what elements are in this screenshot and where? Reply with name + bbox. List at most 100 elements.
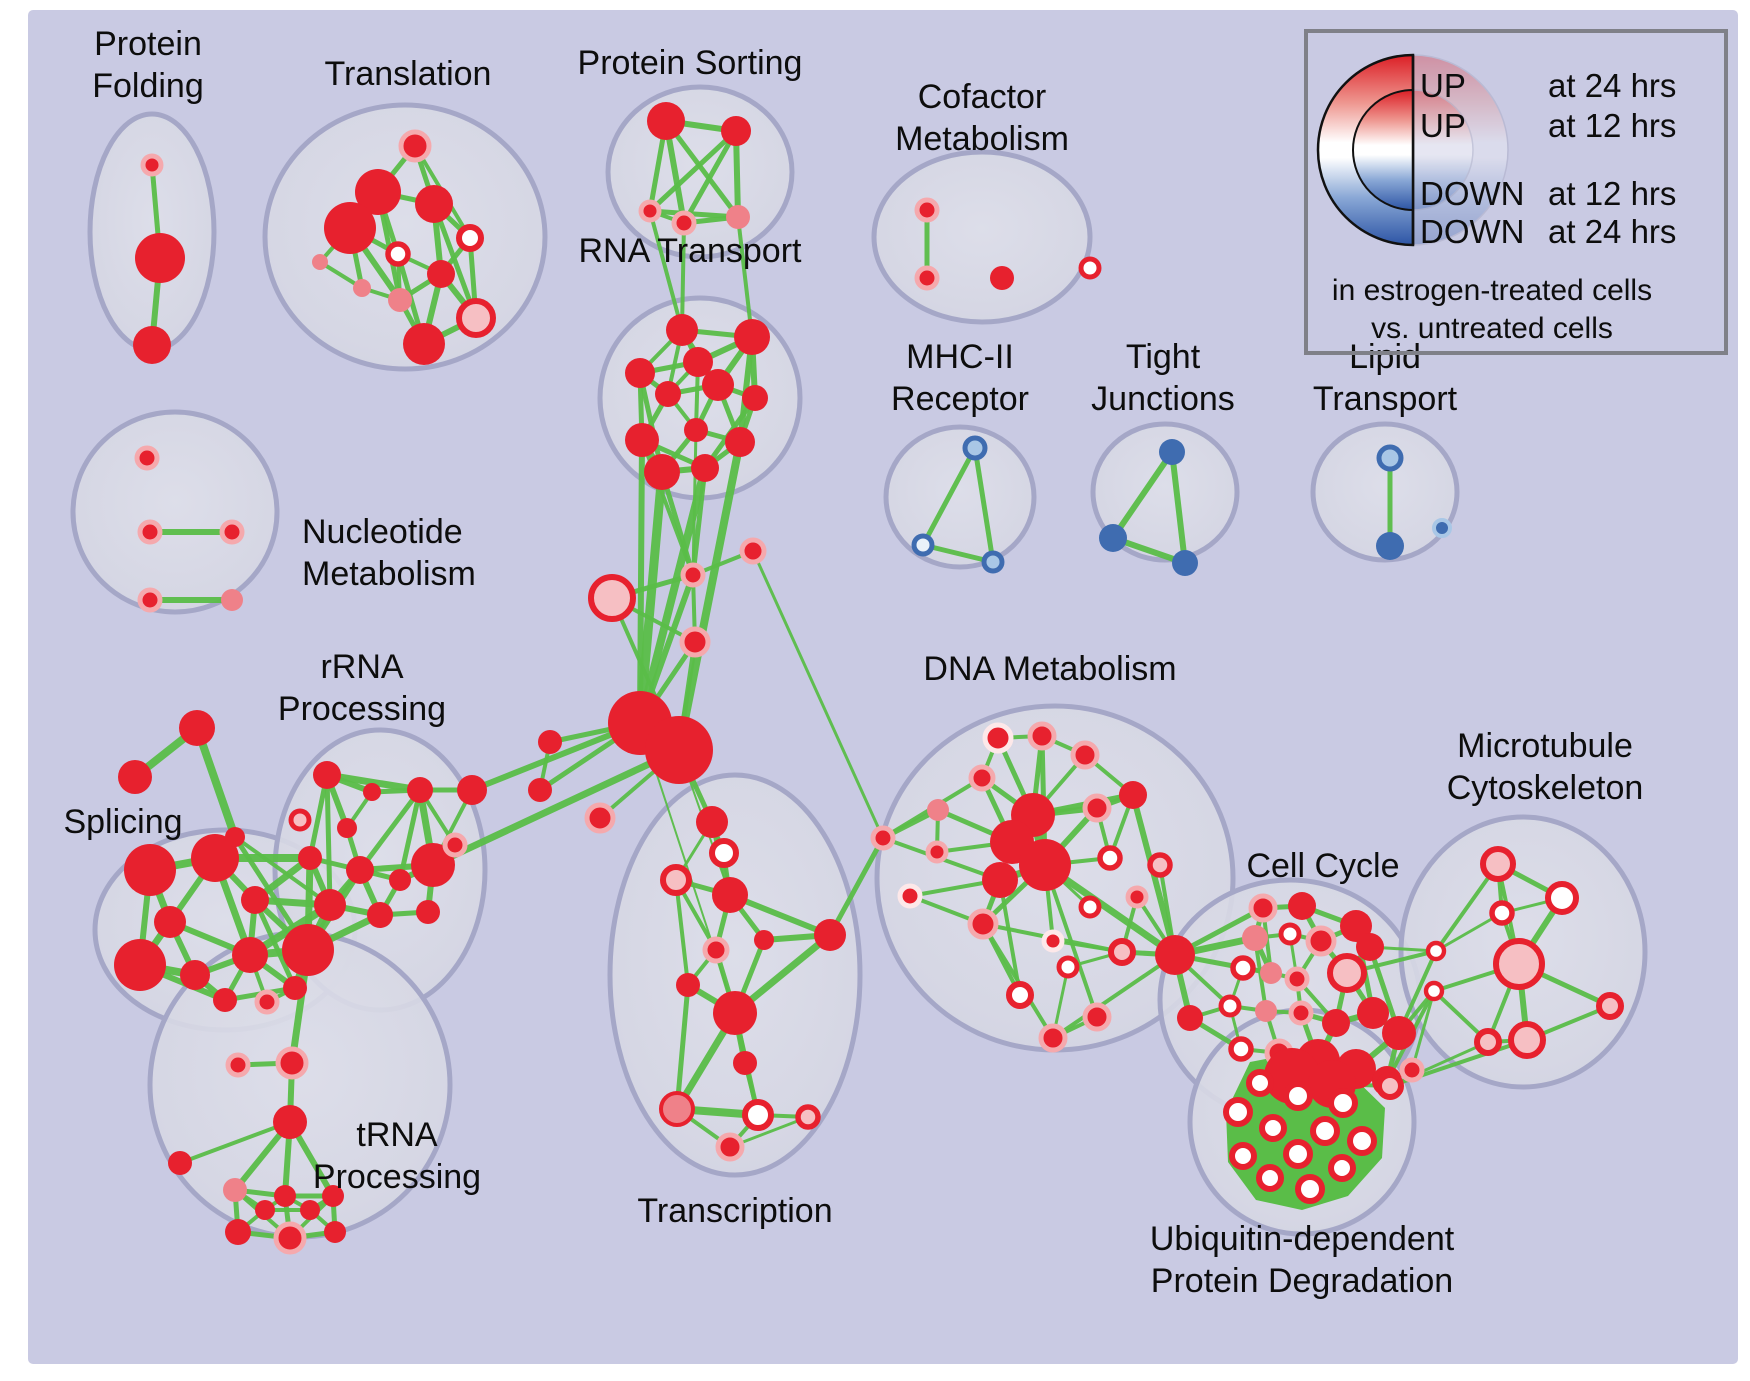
- cluster-blob-tight-junctions: [1090, 421, 1240, 563]
- cluster-label-mhc-ii-receptor: Receptor: [891, 380, 1029, 418]
- network-node: [1125, 885, 1149, 909]
- network-node: [1283, 1081, 1313, 1111]
- network-node: [1288, 892, 1316, 920]
- network-node: [967, 908, 999, 940]
- network-node: [1545, 881, 1579, 915]
- network-node: [684, 418, 708, 442]
- network-node: [927, 799, 949, 821]
- network-node: [322, 1185, 344, 1207]
- network-node: [739, 537, 767, 565]
- legend-down-24-label: DOWN: [1420, 213, 1524, 250]
- network-node: [363, 783, 381, 801]
- network-layer: Protein Folding Translation Protein Sorting…: [63, 25, 1648, 1300]
- network-node: [1322, 1009, 1350, 1037]
- network-edge: [647, 128, 739, 214]
- cluster-label-dna-metabolism: DNA Metabolism: [923, 650, 1176, 688]
- network-node: [118, 760, 152, 794]
- legend-down-12-time: at 12 hrs: [1548, 175, 1676, 212]
- network-node: [538, 730, 562, 754]
- network-node: [1278, 922, 1302, 946]
- network-node: [324, 202, 376, 254]
- network-edge: [674, 982, 691, 1112]
- network-node: [683, 347, 713, 377]
- network-node: [179, 710, 215, 746]
- network-node: [275, 1046, 309, 1080]
- cluster-label-trna-processing: tRNA: [356, 1116, 438, 1154]
- network-node: [388, 288, 412, 312]
- network-node: [1246, 1069, 1274, 1097]
- cluster-label-protein-sorting: Protein Sorting: [578, 44, 803, 82]
- legend-up-24-time: at 24 hrs: [1548, 67, 1676, 104]
- network-node: [1489, 900, 1515, 926]
- network-node: [1288, 1000, 1314, 1026]
- network-node: [314, 889, 346, 921]
- network-edge: [1410, 989, 1436, 1072]
- network-node: [456, 224, 484, 252]
- network-node: [273, 1221, 307, 1255]
- cluster-label-mhc-ii-receptor: MHC-II: [906, 338, 1014, 376]
- network-node: [914, 265, 940, 291]
- cluster-label-ubiquitin-degradation: Ubiquitin-dependent: [1150, 1220, 1455, 1258]
- network-node: [712, 877, 748, 913]
- network-edge: [920, 542, 996, 565]
- network-edge: [663, 118, 741, 220]
- network-edge: [680, 221, 686, 332]
- network-node: [457, 775, 487, 805]
- network-edge: [307, 772, 330, 861]
- network-node: [645, 716, 713, 784]
- network-node: [1382, 1016, 1416, 1050]
- network-node: [982, 722, 1014, 754]
- network-node: [814, 919, 846, 951]
- network-node: [389, 869, 411, 891]
- network-edge: [635, 467, 667, 728]
- network-node: [1474, 1028, 1502, 1056]
- network-node: [659, 1091, 695, 1127]
- network-node: [990, 266, 1014, 290]
- cluster-label-microtubule-cytoskeleton: Microtubule: [1457, 727, 1633, 765]
- network-node: [324, 1221, 346, 1243]
- network-node: [385, 241, 411, 267]
- legend-updown-glyph-icon: [1316, 53, 1509, 247]
- network-node: [1357, 997, 1389, 1029]
- network-edge: [972, 445, 996, 565]
- network-node: [696, 806, 728, 838]
- network-node: [1097, 845, 1123, 871]
- network-node: [1328, 1154, 1356, 1182]
- network-node: [713, 991, 757, 1035]
- network-node: [638, 199, 662, 223]
- legend-border: [1304, 29, 1728, 355]
- network-node: [1376, 1072, 1404, 1100]
- network-node: [1228, 1036, 1254, 1062]
- legend-caption-line2: vs. untreated cells: [1371, 312, 1613, 345]
- network-edge: [324, 772, 333, 908]
- network-node: [914, 197, 940, 223]
- network-node: [1078, 895, 1102, 919]
- cluster-label-cell-cycle: Cell Cycle: [1246, 847, 1399, 885]
- network-node: [1480, 846, 1516, 882]
- network-node: [114, 939, 166, 991]
- network-node: [219, 519, 245, 545]
- network-node: [1283, 1139, 1313, 1169]
- network-node: [897, 883, 923, 909]
- legend-caption-line1: in estrogen-treated cells: [1332, 274, 1652, 307]
- network-node: [300, 1200, 320, 1220]
- cluster-label-splicing: Splicing: [63, 803, 182, 841]
- network-node: [1327, 953, 1367, 993]
- network-edge: [429, 746, 683, 869]
- network-node: [1242, 925, 1268, 951]
- cluster-label-tight-junctions: Junctions: [1091, 380, 1235, 418]
- network-node: [1019, 839, 1071, 891]
- legend-up-12-label: UP: [1420, 107, 1466, 144]
- network-node: [411, 843, 455, 887]
- network-node: [312, 254, 328, 270]
- network-node: [225, 827, 245, 847]
- network-node: [1218, 994, 1242, 1018]
- network-edge: [636, 464, 709, 727]
- network-node: [715, 1132, 745, 1162]
- network-node: [1596, 992, 1624, 1020]
- network-node: [676, 973, 700, 997]
- cluster-label-cofactor-metabolism: Metabolism: [895, 120, 1069, 158]
- network-node: [1259, 1114, 1287, 1142]
- network-node: [355, 169, 401, 215]
